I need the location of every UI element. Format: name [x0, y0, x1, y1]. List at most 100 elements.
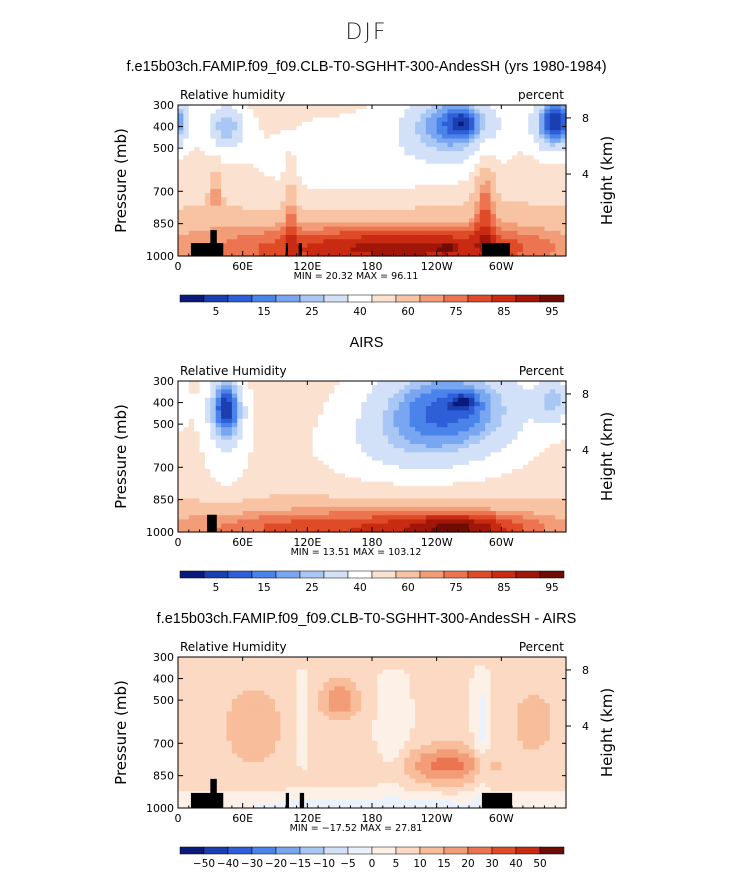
contour-cell [544, 122, 550, 127]
contour-cell [377, 490, 383, 495]
contour-cell [431, 398, 437, 403]
contour-cell [534, 134, 540, 139]
contour-cell [523, 222, 529, 227]
contour-cell [496, 473, 502, 478]
contour-cell [485, 218, 491, 223]
contour-cell [431, 507, 437, 512]
contour-cell [447, 164, 453, 169]
contour-cell [259, 193, 265, 198]
contour-cell [410, 511, 416, 516]
contour-cell [383, 231, 389, 236]
contour-cell [280, 519, 286, 524]
contour-cell [329, 486, 335, 491]
contour-cell [183, 444, 189, 449]
contour-cell [313, 465, 319, 470]
contour-cell [280, 410, 286, 415]
contour-cell [394, 189, 400, 194]
contour-cell [200, 176, 206, 181]
contour-cell [501, 164, 507, 169]
contour-cell [426, 498, 432, 503]
contour-cell [216, 201, 222, 206]
contour-cell [372, 431, 378, 436]
contour-cell [313, 431, 319, 436]
contour-cell [275, 507, 281, 512]
contour-cell [469, 134, 475, 139]
contour-cell [200, 197, 206, 202]
contour-cell [227, 243, 233, 248]
contour-cell [200, 507, 206, 512]
contour-cell [442, 461, 448, 466]
contour-cell [227, 486, 233, 491]
contour-cell [523, 109, 529, 114]
contour-cell [496, 519, 502, 524]
contour-cell [329, 189, 335, 194]
contour-cell [485, 461, 491, 466]
contour-cell [237, 201, 243, 206]
contour-cell [367, 134, 373, 139]
contour-cell [248, 427, 254, 432]
contour-cell [270, 503, 276, 508]
contour-cell [507, 227, 513, 232]
contour-cell [361, 444, 367, 449]
contour-cell [356, 243, 362, 248]
contour-cell [528, 160, 534, 165]
contour-cell [345, 469, 351, 474]
contour-cell [297, 176, 303, 181]
contour-cell [399, 189, 405, 194]
contour-cell [469, 381, 475, 386]
contour-cell [264, 155, 270, 160]
contour-cell [237, 389, 243, 394]
contour-cell [318, 436, 324, 441]
contour-cell [453, 494, 459, 499]
contour-cell [388, 473, 394, 478]
contour-cell [485, 486, 491, 491]
contour-cell [307, 419, 313, 424]
contour-cell [431, 477, 437, 482]
contour-cell [243, 427, 249, 432]
contour-cell [518, 126, 524, 131]
contour-cell [394, 427, 400, 432]
contour-cell [243, 389, 249, 394]
min-label: MIN = [294, 271, 326, 282]
contour-cell [410, 227, 416, 232]
contour-cell [227, 126, 233, 131]
contour-cell [345, 461, 351, 466]
contour-cell [480, 519, 486, 524]
contour-cell [523, 168, 529, 173]
contour-cell [501, 126, 507, 131]
contour-cell [270, 515, 276, 520]
contour-cell [501, 511, 507, 516]
contour-cell [512, 134, 518, 139]
contour-cell [394, 486, 400, 491]
contour-cell [205, 143, 211, 148]
contour-cell [491, 185, 497, 190]
contour-cell [555, 197, 561, 202]
contour-cell [539, 155, 545, 160]
contour-cell [264, 427, 270, 432]
contour-cell [302, 185, 308, 190]
contour-cell [447, 172, 453, 177]
contour-cell [307, 113, 313, 118]
contour-cell [356, 201, 362, 206]
contour-cell [243, 436, 249, 441]
contour-cell [307, 143, 313, 148]
contour-cell [491, 503, 497, 508]
contour-cell [491, 381, 497, 386]
contour-cell [507, 477, 513, 482]
contour-cell [555, 160, 561, 165]
contour-cell [264, 431, 270, 436]
contour-cell [324, 457, 330, 462]
contour-cell [270, 248, 276, 253]
contour-cell [297, 218, 303, 223]
contour-cell [442, 222, 448, 227]
contour-cell [248, 172, 254, 177]
contour-cell [302, 155, 308, 160]
contour-cell [496, 389, 502, 394]
contour-cell [410, 113, 416, 118]
contour-cell [404, 389, 410, 394]
contour-cell [356, 465, 362, 470]
contour-cell [372, 457, 378, 462]
contour-cell [512, 402, 518, 407]
contour-cell [329, 118, 335, 123]
contour-cell [437, 440, 443, 445]
